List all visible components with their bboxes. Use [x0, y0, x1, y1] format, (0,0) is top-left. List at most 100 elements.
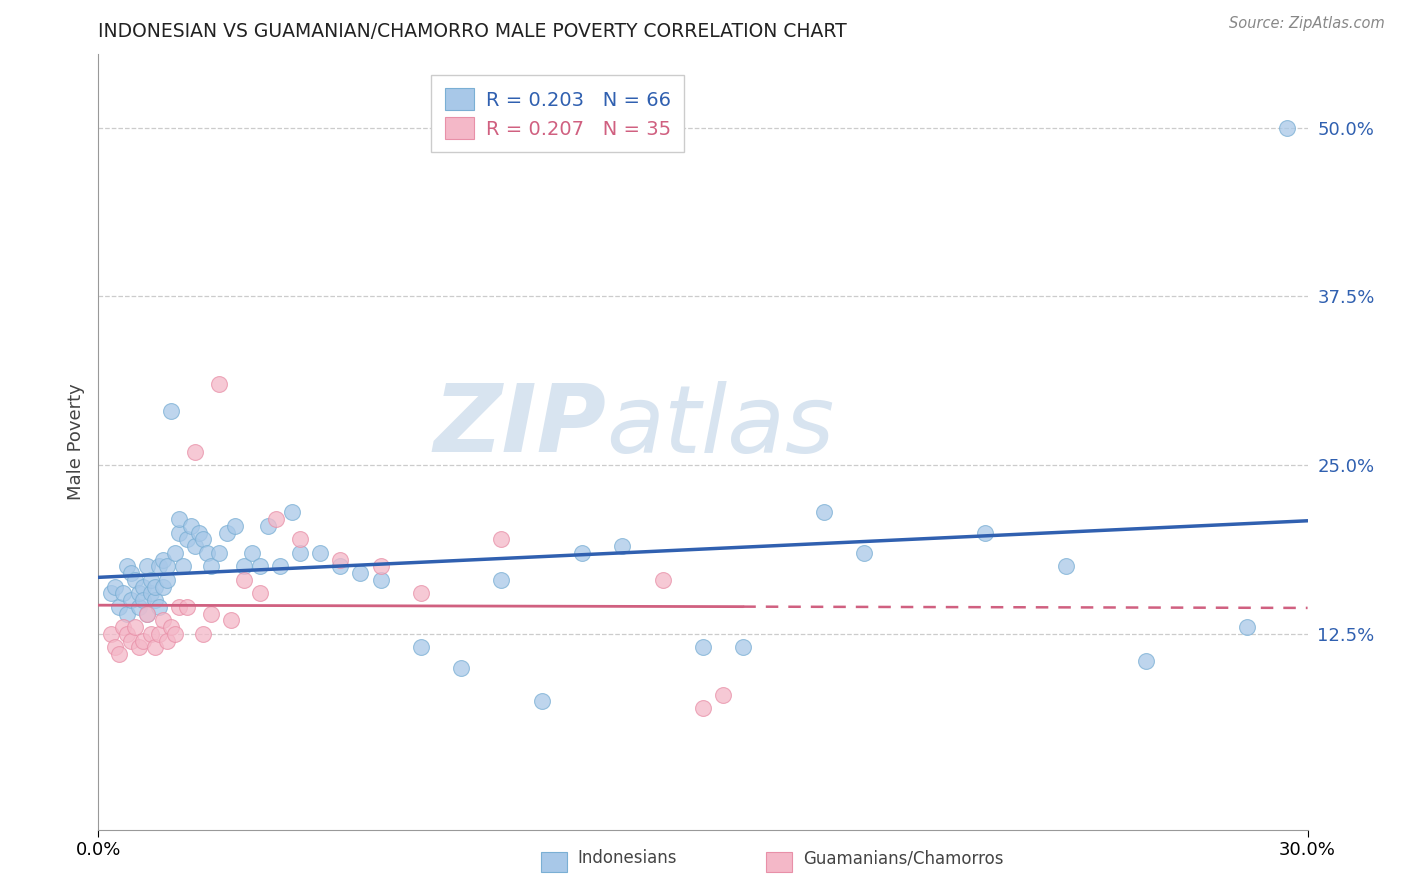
Point	[115, 627, 138, 641]
Point	[1236, 620, 1258, 634]
Point	[193, 627, 215, 641]
Point	[692, 640, 714, 655]
Point	[148, 599, 170, 614]
Point	[349, 566, 371, 581]
Point	[100, 586, 122, 600]
Point	[571, 546, 593, 560]
Y-axis label: Male Poverty: Male Poverty	[66, 384, 84, 500]
Point	[249, 559, 271, 574]
Point	[329, 552, 352, 566]
Point	[651, 573, 673, 587]
Point	[264, 512, 287, 526]
Point	[269, 559, 291, 574]
Point	[115, 559, 138, 574]
Point	[107, 599, 129, 614]
Point	[132, 580, 155, 594]
Point	[530, 694, 553, 708]
Point	[200, 607, 222, 621]
Text: atlas: atlas	[606, 381, 835, 472]
Point	[167, 525, 190, 540]
Point	[143, 640, 166, 655]
Point	[172, 559, 194, 574]
Point	[288, 546, 311, 560]
Point	[152, 580, 174, 594]
Point	[370, 559, 392, 574]
Text: Indonesians: Indonesians	[578, 849, 678, 867]
Point	[124, 620, 146, 634]
Text: Source: ZipAtlas.com: Source: ZipAtlas.com	[1229, 16, 1385, 31]
Point	[135, 607, 157, 621]
Point	[132, 593, 155, 607]
Point	[176, 599, 198, 614]
Point	[612, 539, 634, 553]
Point	[208, 546, 231, 560]
Point	[156, 573, 179, 587]
Point	[813, 505, 835, 519]
Point	[370, 573, 392, 587]
Text: Guamanians/Chamorros: Guamanians/Chamorros	[803, 849, 1004, 867]
Point	[163, 546, 186, 560]
Point	[853, 546, 876, 560]
Point	[103, 640, 125, 655]
Point	[152, 552, 174, 566]
Point	[692, 701, 714, 715]
Point	[329, 559, 352, 574]
Point	[232, 573, 254, 587]
Point	[111, 586, 134, 600]
Point	[221, 613, 243, 627]
Point	[288, 533, 311, 547]
Point	[180, 519, 202, 533]
Point	[188, 525, 211, 540]
Point	[143, 580, 166, 594]
Point	[167, 512, 190, 526]
Text: INDONESIAN VS GUAMANIAN/CHAMORRO MALE POVERTY CORRELATION CHART: INDONESIAN VS GUAMANIAN/CHAMORRO MALE PO…	[98, 21, 848, 41]
Point	[115, 607, 138, 621]
Point	[139, 627, 162, 641]
Point	[156, 633, 179, 648]
Point	[103, 580, 125, 594]
Point	[135, 607, 157, 621]
Point	[1054, 559, 1077, 574]
Point	[120, 593, 142, 607]
Point	[176, 533, 198, 547]
Point	[249, 586, 271, 600]
Point	[240, 546, 263, 560]
Point	[139, 586, 162, 600]
Point	[156, 559, 179, 574]
Point	[491, 533, 513, 547]
Point	[232, 559, 254, 574]
Point	[107, 647, 129, 661]
Point	[974, 525, 997, 540]
Point	[100, 627, 122, 641]
Point	[124, 573, 146, 587]
Point	[1277, 120, 1299, 135]
Point	[217, 525, 239, 540]
Point	[163, 627, 186, 641]
Point	[128, 640, 150, 655]
Point	[281, 505, 304, 519]
Point	[132, 633, 155, 648]
Point	[143, 593, 166, 607]
Point	[1135, 654, 1157, 668]
Point	[148, 559, 170, 574]
Point	[111, 620, 134, 634]
Point	[409, 640, 432, 655]
Point	[128, 599, 150, 614]
Point	[256, 519, 278, 533]
Point	[148, 627, 170, 641]
Point	[195, 546, 218, 560]
Text: ZIP: ZIP	[433, 380, 606, 472]
Point	[733, 640, 755, 655]
Point	[711, 688, 734, 702]
Point	[160, 620, 183, 634]
Point	[309, 546, 332, 560]
Point	[409, 586, 432, 600]
Point	[450, 660, 472, 674]
Point	[120, 633, 142, 648]
Point	[139, 573, 162, 587]
Point	[128, 586, 150, 600]
Point	[200, 559, 222, 574]
Point	[120, 566, 142, 581]
Legend: R = 0.203   N = 66, R = 0.207   N = 35: R = 0.203 N = 66, R = 0.207 N = 35	[432, 75, 685, 153]
Point	[184, 444, 207, 458]
